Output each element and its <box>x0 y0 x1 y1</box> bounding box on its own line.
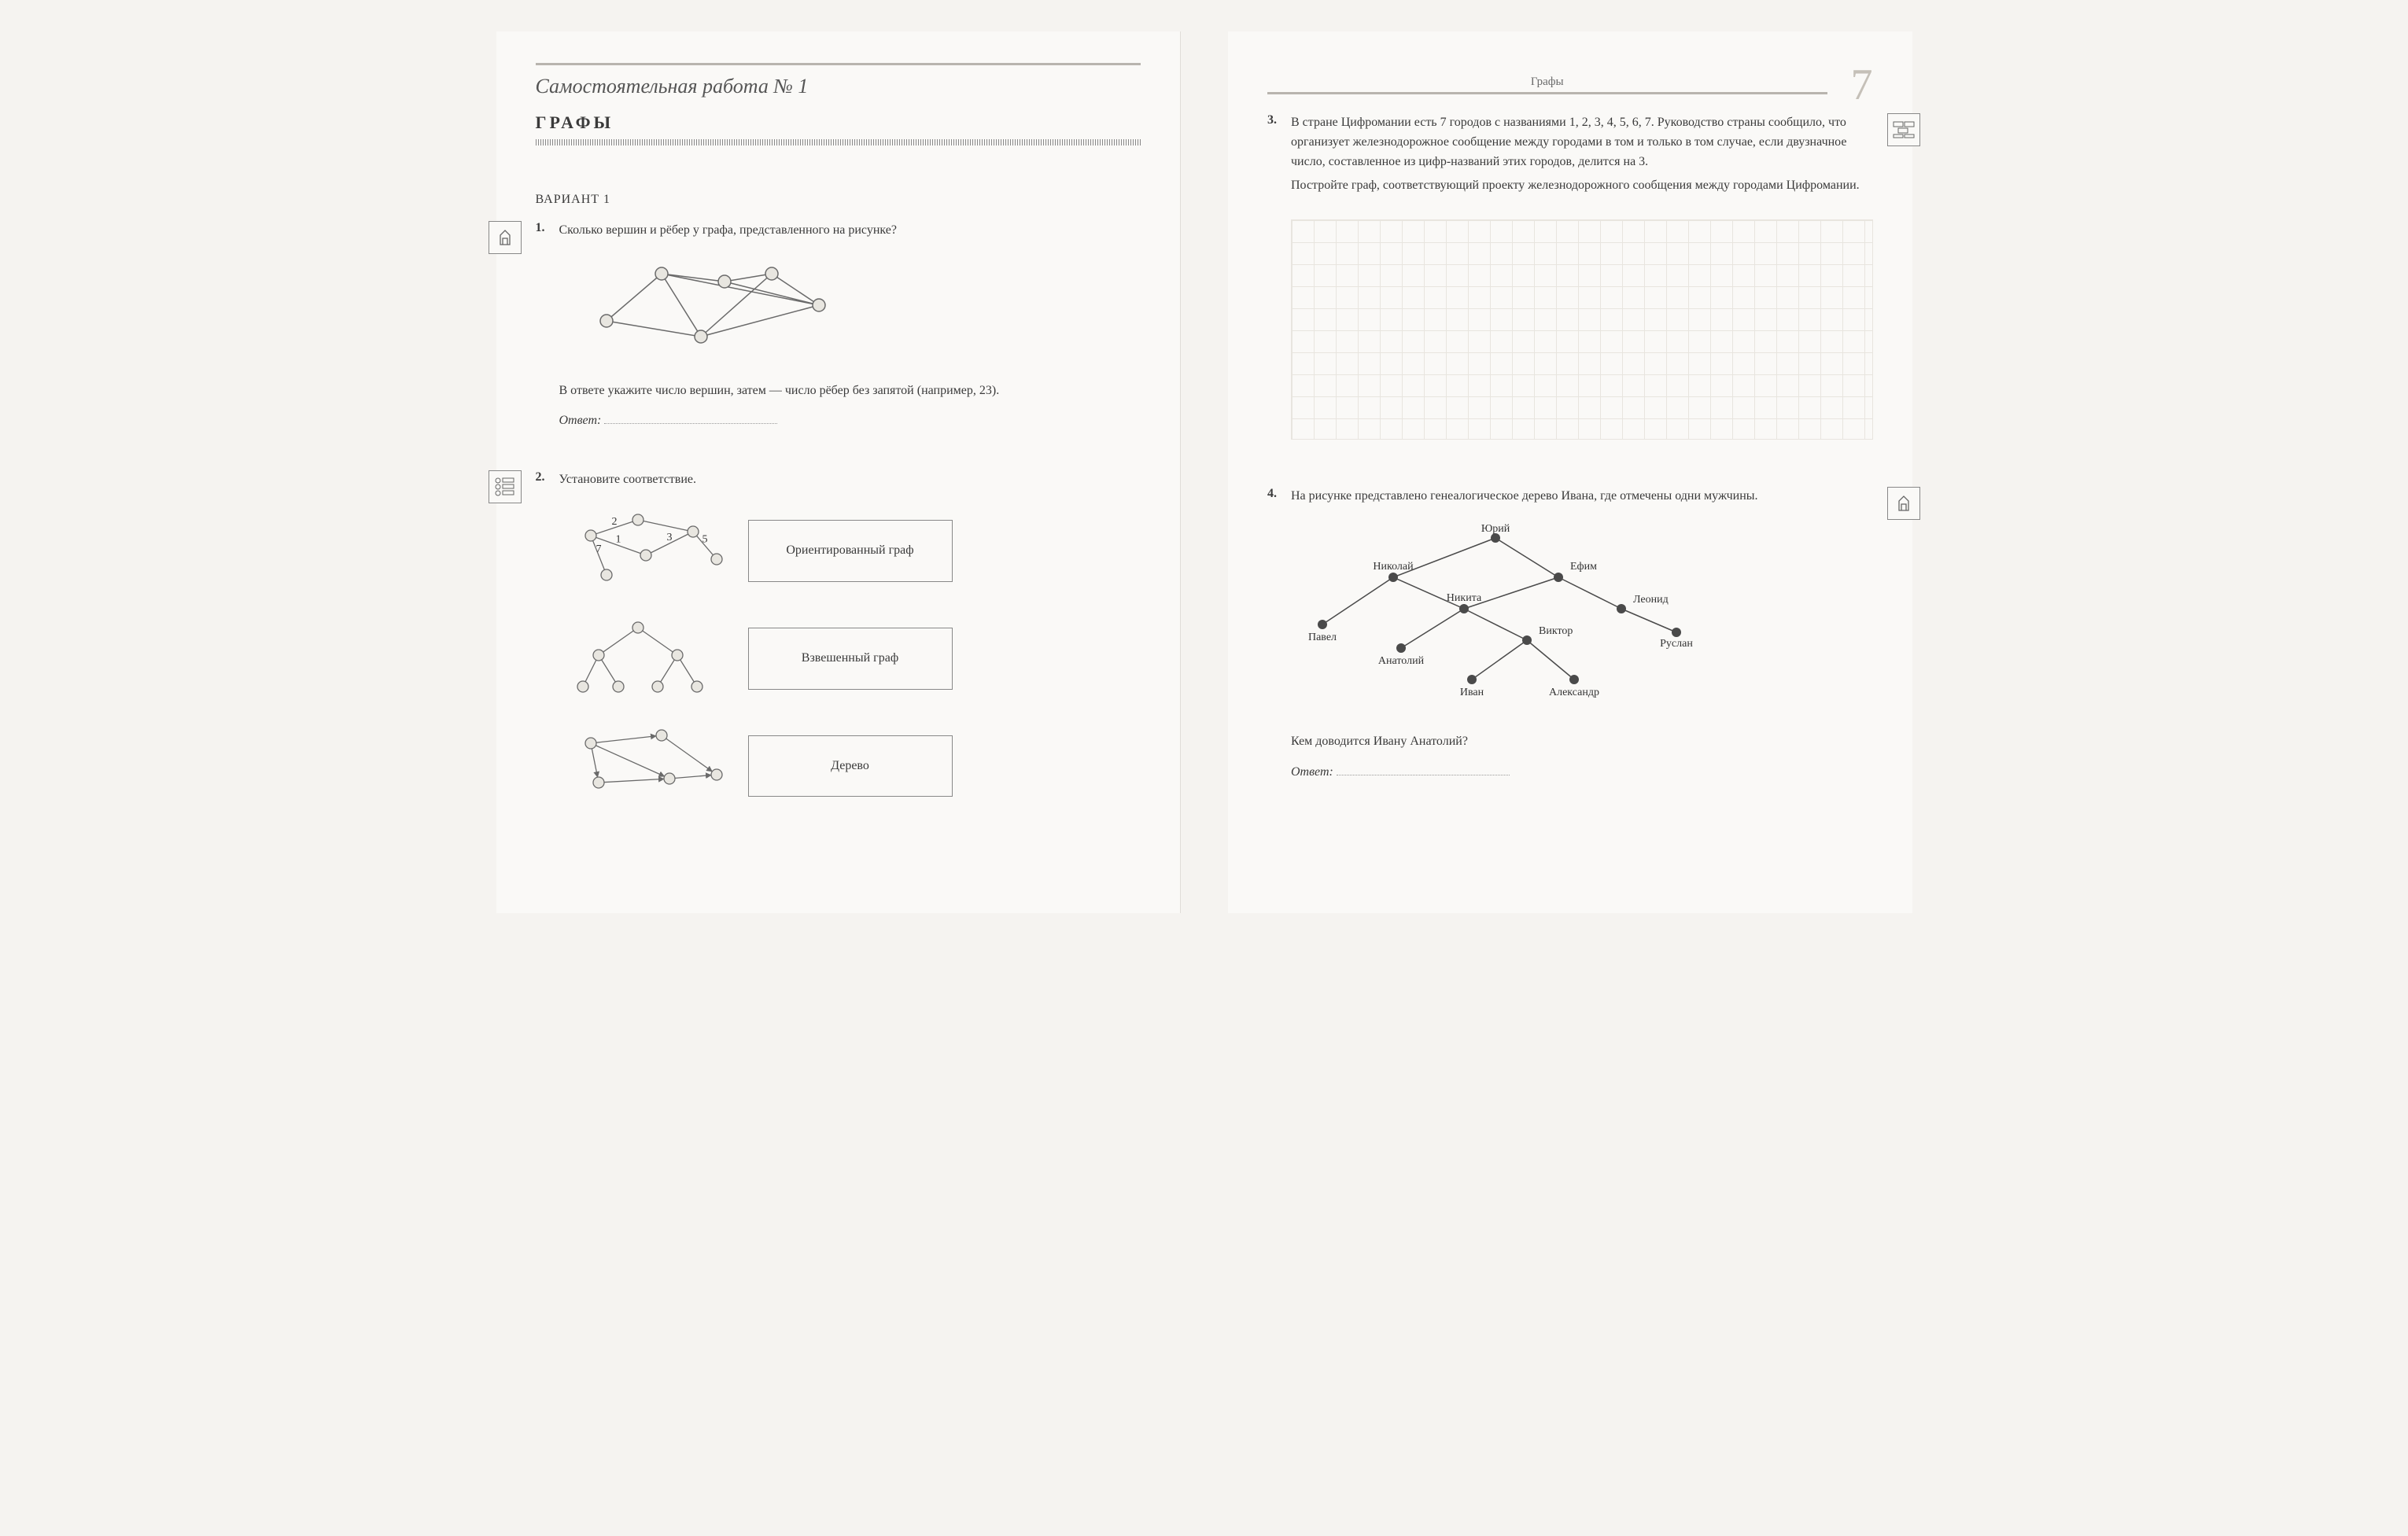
header-rule <box>536 63 1141 65</box>
svg-text:Николай: Николай <box>1373 561 1414 573</box>
problem-text: Установите соответствие. <box>559 470 1141 490</box>
match-row: Взвешенный граф <box>559 612 1141 705</box>
problem-text-2: Постройте граф, соответствующий проекту … <box>1291 176 1873 196</box>
problem-text: На рисунке представлено генеалогическое … <box>1291 487 1873 506</box>
svg-text:3: 3 <box>666 532 672 543</box>
svg-text:Леонид: Леонид <box>1633 594 1669 606</box>
page-spread: Самостоятельная работа № 1 ГРАФЫ ВАРИАНТ… <box>496 31 1912 913</box>
variant-label: ВАРИАНТ 1 <box>536 193 1141 207</box>
match-label: Дерево <box>748 735 953 797</box>
left-page: Самостоятельная работа № 1 ГРАФЫ ВАРИАНТ… <box>496 31 1182 913</box>
answer-row: Ответ: <box>1291 763 1873 783</box>
pencil-icon <box>1887 487 1920 520</box>
answer-grid[interactable] <box>1291 219 1873 440</box>
match-label: Ориентированный граф <box>748 520 953 582</box>
problem-number: 2. <box>536 470 559 827</box>
answer-label: Ответ: <box>1291 765 1333 779</box>
topic-title: ГРАФЫ <box>536 112 1141 133</box>
work-title: Самостоятельная работа № 1 <box>536 75 1141 98</box>
svg-text:Анатолий: Анатолий <box>1378 655 1425 667</box>
svg-text:1: 1 <box>615 533 621 545</box>
match-graph <box>559 612 717 705</box>
problem-number: 3. <box>1267 113 1291 448</box>
match-icon <box>489 470 522 503</box>
problem-2: 2. Установите соответствие. 2 5 1 3 7 Ориенти… <box>536 470 1141 827</box>
right-header: Графы 7 <box>1267 63 1873 107</box>
page-number: 7 <box>1851 63 1873 107</box>
match-graph <box>559 720 717 813</box>
bricks-icon <box>1887 113 1920 146</box>
problem-4: 4. На рисунке представлено генеалогическ… <box>1267 487 1873 782</box>
svg-text:2: 2 <box>611 516 617 528</box>
running-title: Графы <box>1267 76 1827 94</box>
answer-row: Ответ: <box>559 411 1141 431</box>
match-row: 2 5 1 3 7 Ориентированный граф <box>559 504 1141 598</box>
pencil-icon <box>489 221 522 254</box>
problem-1: 1. Сколько вершин и рёбер у графа, предс… <box>536 221 1141 431</box>
match-row: Дерево <box>559 720 1141 813</box>
svg-text:Павел: Павел <box>1308 632 1337 643</box>
svg-text:Иван: Иван <box>1460 687 1484 698</box>
svg-text:Александр: Александр <box>1549 687 1599 698</box>
problem-text: Сколько вершин и рёбер у графа, представ… <box>559 221 1141 241</box>
svg-text:Виктор: Виктор <box>1539 625 1573 637</box>
problem-3: 3. В стране Цифромании есть 7 городов с … <box>1267 113 1873 448</box>
svg-text:Руслан: Руслан <box>1660 638 1693 650</box>
svg-text:5: 5 <box>702 533 707 545</box>
svg-text:Ефим: Ефим <box>1570 561 1597 573</box>
problem-question: Кем доводится Ивану Анатолий? <box>1291 732 1873 752</box>
answer-blank[interactable] <box>604 411 777 424</box>
p1-graph <box>559 250 1141 367</box>
answer-blank[interactable] <box>1337 763 1510 775</box>
problem-number: 4. <box>1267 487 1291 782</box>
problem-number: 1. <box>536 221 559 431</box>
match-label: Взвешенный граф <box>748 628 953 690</box>
svg-text:Никита: Никита <box>1447 592 1482 604</box>
answer-label: Ответ: <box>559 414 602 427</box>
family-tree: Юрий Николай Ефим Павел Никита Леонид Анатолий… <box>1291 522 1873 718</box>
match-graph: 2 5 1 3 7 <box>559 504 717 598</box>
problem-hint: В ответе укажите число вершин, затем — ч… <box>559 381 1141 401</box>
svg-text:7: 7 <box>596 543 601 555</box>
svg-text:Юрий: Юрий <box>1481 523 1510 535</box>
hatch-divider <box>536 139 1141 145</box>
problem-text: В стране Цифромании есть 7 городов с наз… <box>1291 113 1873 171</box>
right-page: Графы 7 3. В стране Цифромании есть 7 го… <box>1228 31 1912 913</box>
